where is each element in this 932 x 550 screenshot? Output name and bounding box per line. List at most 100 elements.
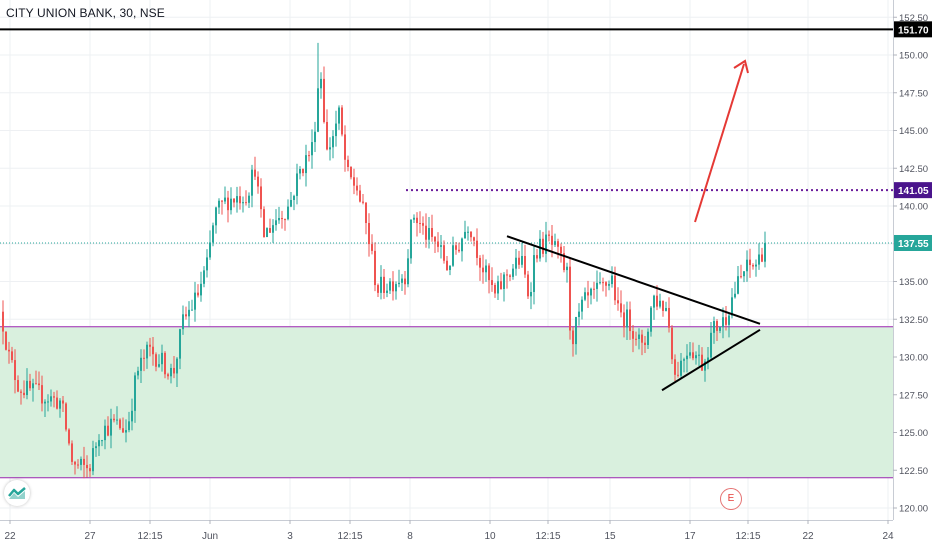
candle	[560, 243, 562, 263]
candle	[194, 281, 196, 322]
candle	[71, 440, 73, 466]
candle	[725, 305, 727, 331]
candle	[209, 230, 211, 260]
candle	[416, 212, 418, 237]
candle	[710, 321, 712, 361]
candle	[401, 274, 403, 291]
candle	[41, 375, 43, 412]
candle	[230, 187, 232, 215]
candle	[206, 249, 208, 278]
candle	[323, 66, 325, 124]
candle	[539, 230, 541, 262]
candle	[245, 190, 247, 206]
candle	[386, 283, 388, 298]
candle	[671, 325, 673, 365]
candle	[287, 199, 289, 221]
candle	[461, 237, 463, 262]
candle	[314, 121, 316, 153]
candle	[74, 460, 76, 475]
candle	[20, 389, 22, 405]
candle	[131, 398, 133, 431]
candle	[2, 300, 4, 345]
candle	[35, 370, 37, 385]
candle	[554, 233, 556, 248]
candle	[530, 282, 532, 310]
candle	[434, 235, 436, 254]
candle	[572, 326, 574, 357]
candle	[176, 357, 178, 387]
candle	[587, 280, 589, 308]
price-tick-label: 140.00	[899, 202, 928, 213]
candle	[497, 275, 499, 301]
candle	[743, 271, 745, 283]
price-tick-label: 130.00	[899, 353, 928, 364]
candle	[602, 277, 604, 292]
candle	[203, 266, 205, 288]
candle	[212, 222, 214, 247]
time-tick-label: 8	[407, 531, 413, 542]
candle	[185, 306, 187, 320]
candle	[68, 428, 70, 446]
candle	[152, 336, 154, 366]
candle	[761, 247, 763, 263]
candle	[515, 249, 517, 276]
candle	[566, 262, 568, 283]
candle	[608, 280, 610, 291]
candle	[509, 274, 511, 282]
candle	[470, 231, 472, 242]
candle	[593, 281, 595, 299]
candle	[365, 202, 367, 235]
candle	[266, 227, 268, 238]
candle	[722, 307, 724, 339]
candle	[101, 439, 103, 447]
candle	[521, 243, 523, 268]
candle	[182, 305, 184, 335]
candle	[692, 342, 694, 361]
candle	[452, 236, 454, 267]
candle	[191, 299, 193, 311]
candle	[575, 316, 577, 355]
candle	[644, 336, 646, 353]
candle	[581, 296, 583, 320]
candle	[368, 213, 370, 257]
candle	[599, 272, 601, 285]
candle	[380, 265, 382, 300]
candle	[413, 214, 415, 223]
candle	[518, 250, 520, 269]
candle	[260, 178, 262, 218]
candle	[737, 266, 739, 295]
candle	[749, 248, 751, 278]
time-tick-label: 24	[882, 531, 894, 542]
candle	[653, 294, 655, 320]
candle	[179, 328, 181, 370]
candle	[758, 243, 760, 270]
candle	[584, 287, 586, 302]
candle	[161, 344, 163, 372]
candle	[506, 269, 508, 289]
candle	[143, 349, 145, 372]
candle	[251, 164, 253, 208]
candles	[2, 66, 766, 479]
candle	[296, 163, 298, 205]
candle	[689, 341, 691, 359]
candle	[395, 281, 397, 300]
price-tick-label: 152.50	[899, 13, 928, 24]
candle	[485, 259, 487, 282]
candle	[98, 434, 100, 457]
candle	[419, 211, 421, 234]
price-tick-label: 142.50	[899, 164, 928, 175]
candle	[89, 463, 91, 477]
candle	[446, 256, 448, 272]
candle	[716, 319, 718, 342]
time-tick-label: 12:15	[137, 531, 162, 542]
earnings-icon[interactable]: E	[720, 488, 742, 510]
candle	[752, 263, 754, 270]
candle	[233, 198, 235, 208]
candle	[512, 263, 514, 280]
candle	[257, 171, 259, 194]
candle	[563, 246, 565, 273]
candle	[335, 110, 337, 147]
time-tick-label: 12:15	[735, 531, 760, 542]
candle	[341, 105, 343, 137]
